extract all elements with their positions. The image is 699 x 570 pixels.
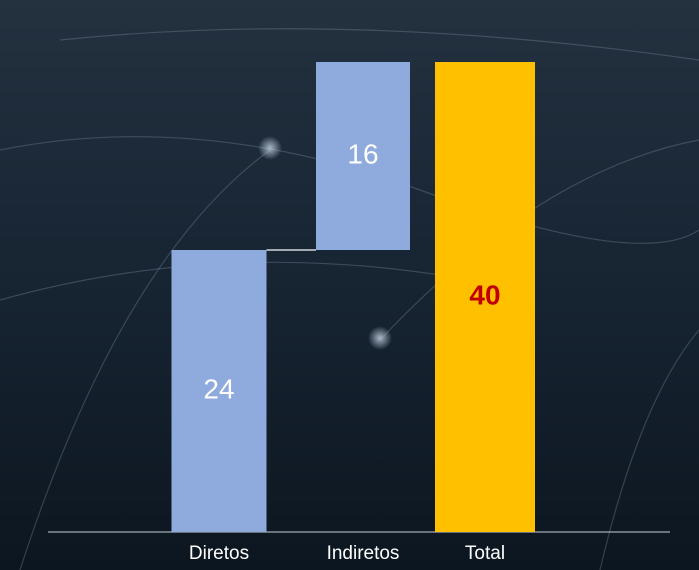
x-tick-label: Diretos bbox=[189, 543, 249, 564]
data-label: 16 bbox=[347, 138, 378, 169]
page: 24Diretos16Indiretos40Total (() => { con… bbox=[0, 0, 699, 570]
data-label: 40 bbox=[469, 279, 500, 310]
decoration bbox=[368, 326, 392, 350]
decoration bbox=[258, 136, 282, 160]
data-label: 24 bbox=[203, 373, 234, 404]
x-tick-label: Indiretos bbox=[327, 543, 400, 564]
x-tick-label: Total bbox=[465, 543, 505, 564]
chart: 24 Diretos 16 Indiretos 40 Total bbox=[0, 0, 699, 570]
